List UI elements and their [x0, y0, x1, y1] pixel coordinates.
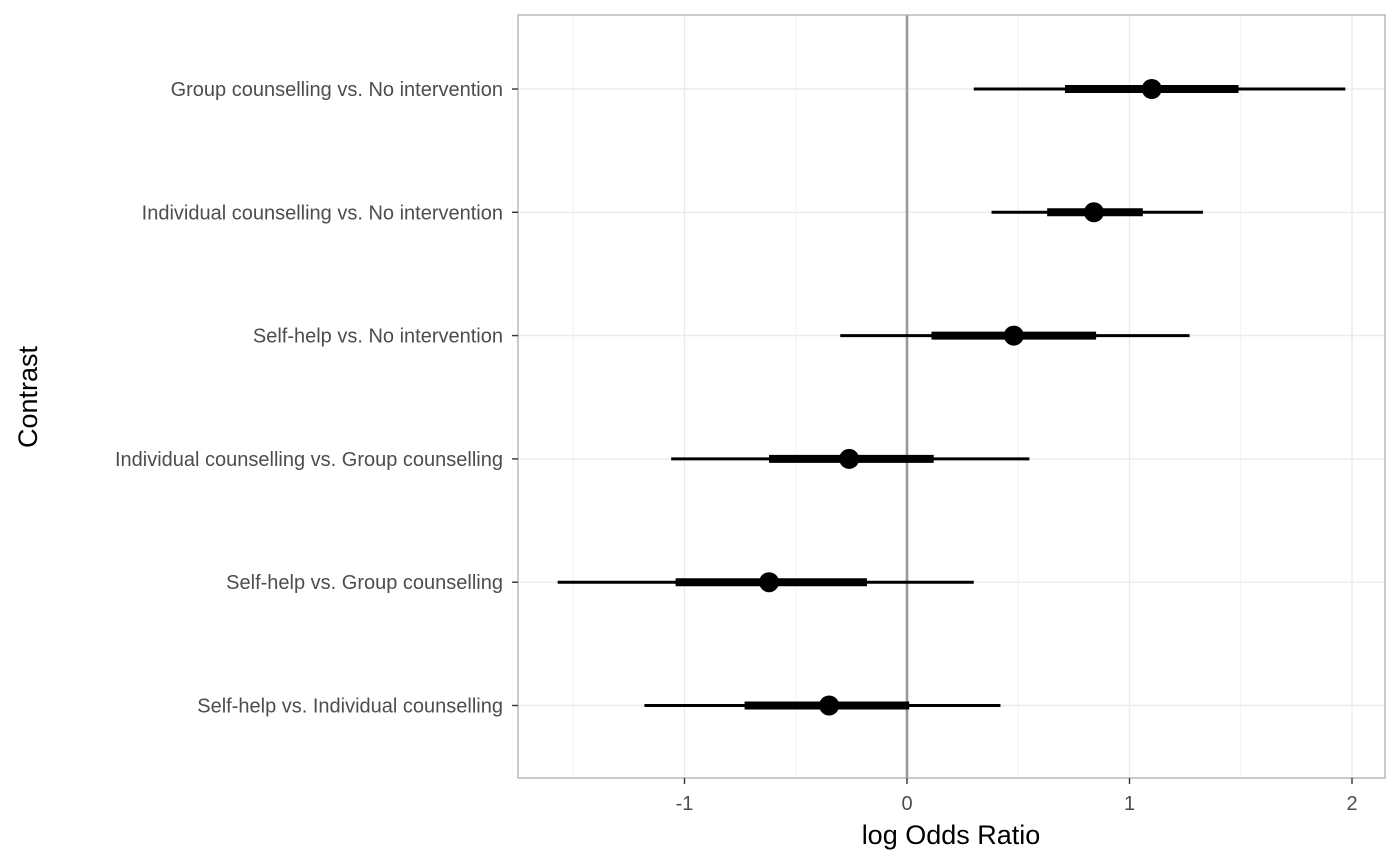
y-axis-title: Contrast [13, 345, 43, 448]
point-estimate [1003, 325, 1024, 346]
point-estimate [819, 695, 840, 716]
x-axis: -1 0 1 2 [676, 778, 1358, 815]
minor-gridlines [572, 15, 1242, 778]
point-estimate [1083, 202, 1104, 223]
x-tick-label: 1 [1124, 793, 1135, 815]
intervals [557, 79, 1346, 716]
point-estimate [759, 572, 780, 593]
x-tick-label: 2 [1346, 793, 1357, 815]
x-axis-title: log Odds Ratio [862, 820, 1041, 850]
y-tick-label: Individual counselling vs. No interventi… [142, 202, 503, 224]
contrast-row [644, 695, 1001, 716]
plot-panel-background [518, 15, 1385, 778]
contrast-row [840, 325, 1190, 346]
y-tick-label: Individual counselling vs. Group counsel… [115, 449, 503, 471]
contrast-row [991, 202, 1203, 223]
x-tick-label: 0 [901, 793, 912, 815]
y-tick-label: Self-help vs. Individual counselling [197, 696, 503, 718]
x-tick-label: -1 [676, 793, 694, 815]
point-estimate [839, 448, 860, 469]
y-tick-label: Group counselling vs. No intervention [171, 79, 503, 101]
y-axis: Group counselling vs. No intervention Ind… [115, 79, 518, 718]
contrast-row [973, 79, 1346, 99]
point-estimate [1141, 79, 1162, 99]
contrast-row [557, 572, 974, 593]
contrast-row [671, 448, 1030, 469]
plot-panel-border [517, 14, 1386, 779]
y-tick-label: Self-help vs. Group counselling [226, 572, 503, 594]
y-tick-label: Self-help vs. No intervention [253, 326, 503, 348]
